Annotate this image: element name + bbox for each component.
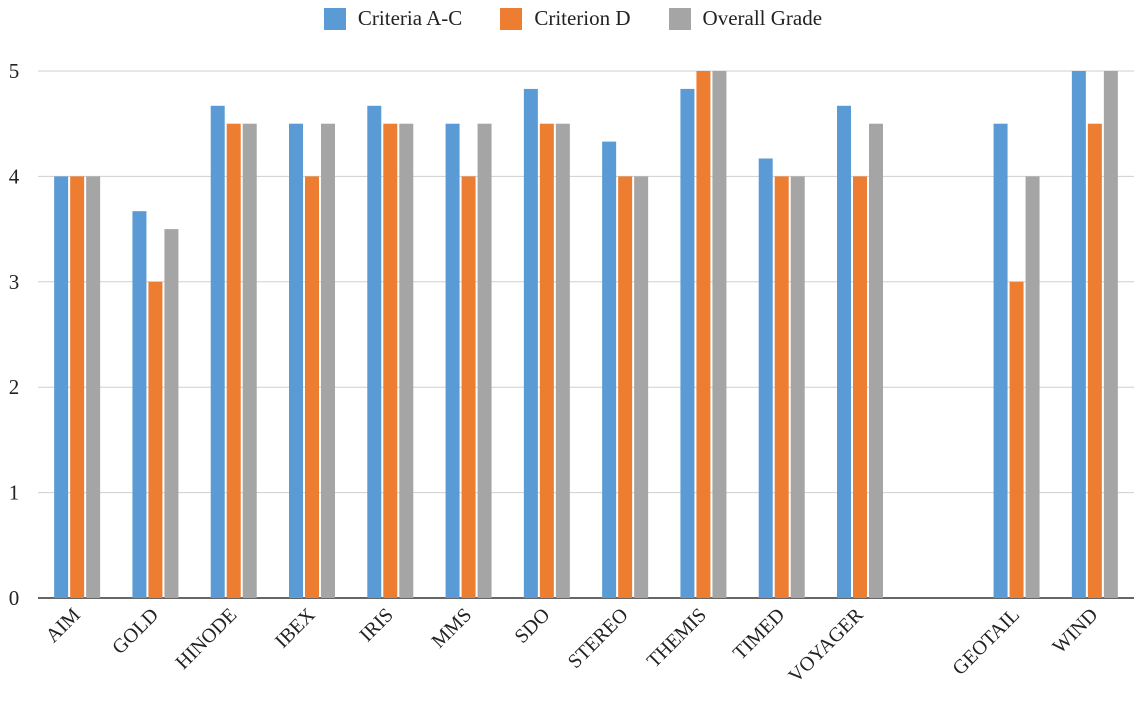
bar-criteria-a-c-iris xyxy=(367,105,382,599)
bar-criterion-d-iris xyxy=(383,123,398,598)
bar-criteria-a-c-themis xyxy=(680,88,695,598)
bar-criteria-a-c-hinode xyxy=(210,105,225,599)
legend-swatch-criteria-a-c xyxy=(323,7,346,30)
bar-criteria-a-c-geotail xyxy=(993,123,1008,598)
x-tick-label-iris: IRIS xyxy=(356,604,398,646)
y-tick-label-2: 2 xyxy=(9,375,20,399)
legend-label-criteria-a-c: Criteria A-C xyxy=(357,6,463,30)
legend-label-criterion-d: Criterion D xyxy=(534,6,631,30)
legend-swatch-overall-grade xyxy=(668,7,691,30)
legend-label-overall-grade: Overall Grade xyxy=(702,6,823,30)
bar-criterion-d-voyager xyxy=(853,176,867,598)
bar-criteria-a-c-stereo xyxy=(602,141,617,599)
x-tick-label-aim: AIM xyxy=(42,604,85,647)
bar-overall-grade-iris xyxy=(399,123,414,598)
bar-criterion-d-stereo xyxy=(618,176,633,598)
bar-overall-grade-gold xyxy=(164,229,179,598)
x-tick-label-wind: WIND xyxy=(1048,604,1102,658)
x-axis: AIM GOLD HINODE IBEX IRIS MMS SDO STEREO THEMIS T… xyxy=(42,604,1103,688)
y-tick-label-1: 1 xyxy=(9,481,20,505)
bar-criteria-a-c-mms xyxy=(445,123,460,598)
y-tick-label-4: 4 xyxy=(9,164,20,188)
legend-item-overall-grade: Overall Grade xyxy=(668,6,823,31)
bar-overall-grade-themis xyxy=(712,71,727,598)
bar-overall-grade-wind xyxy=(1103,71,1118,598)
bar-overall-grade-stereo xyxy=(634,176,649,598)
bar-criteria-a-c-gold xyxy=(132,211,147,598)
x-tick-label-geotail: GEOTAIL xyxy=(948,604,1024,680)
bar-overall-grade-timed xyxy=(790,176,805,598)
bar-overall-grade-ibex xyxy=(321,123,335,598)
bar-criterion-d-aim xyxy=(70,176,85,598)
bar-criterion-d-hinode xyxy=(226,123,241,598)
bars xyxy=(54,71,1118,599)
bar-criterion-d-timed xyxy=(774,176,789,598)
bar-criteria-a-c-wind xyxy=(1071,71,1086,598)
legend-item-criterion-d: Criterion D xyxy=(500,6,631,31)
bar-criterion-d-ibex xyxy=(305,176,319,598)
x-tick-label-sdo: SDO xyxy=(511,604,555,648)
bar-overall-grade-mms xyxy=(477,123,492,598)
bar-overall-grade-hinode xyxy=(242,123,257,598)
y-tick-label-3: 3 xyxy=(9,270,20,294)
bar-criteria-a-c-voyager xyxy=(837,105,851,599)
x-tick-label-timed: TIMED xyxy=(729,604,789,664)
bar-criteria-a-c-sdo xyxy=(523,88,538,598)
bar-criterion-d-sdo xyxy=(539,123,554,598)
bar-criteria-a-c-timed xyxy=(758,158,773,598)
bar-overall-grade-geotail xyxy=(1025,176,1040,598)
x-tick-label-gold: GOLD xyxy=(108,604,163,659)
bar-overall-grade-sdo xyxy=(555,123,570,598)
bar-criteria-a-c-ibex xyxy=(289,123,303,598)
bar-criterion-d-themis xyxy=(696,71,711,598)
x-tick-label-hinode: HINODE xyxy=(171,604,241,674)
bar-criterion-d-geotail xyxy=(1009,281,1024,598)
legend-swatch-criterion-d xyxy=(500,7,523,30)
x-tick-label-voyager: VOYAGER xyxy=(784,604,868,688)
bar-overall-grade-aim xyxy=(86,176,101,598)
bar-criterion-d-wind xyxy=(1087,123,1102,598)
x-tick-label-stereo: STEREO xyxy=(564,604,633,673)
gridlines xyxy=(38,70,1134,599)
legend: Criteria A-C Criterion D Overall Grade xyxy=(0,6,1146,31)
y-tick-label-0: 0 xyxy=(9,586,20,610)
y-tick-label-5: 5 xyxy=(9,59,20,83)
bar-criterion-d-mms xyxy=(461,176,476,598)
x-tick-label-mms: MMS xyxy=(428,604,477,653)
x-tick-label-ibex: IBEX xyxy=(271,604,320,653)
x-tick-label-themis: THEMIS xyxy=(643,604,711,672)
bar-overall-grade-voyager xyxy=(869,123,883,598)
legend-item-criteria-a-c: Criteria A-C xyxy=(323,6,463,31)
y-axis: 0 1 2 3 4 5 xyxy=(9,59,20,610)
bar-criteria-a-c-aim xyxy=(54,176,69,598)
bar-criterion-d-gold xyxy=(148,281,163,598)
